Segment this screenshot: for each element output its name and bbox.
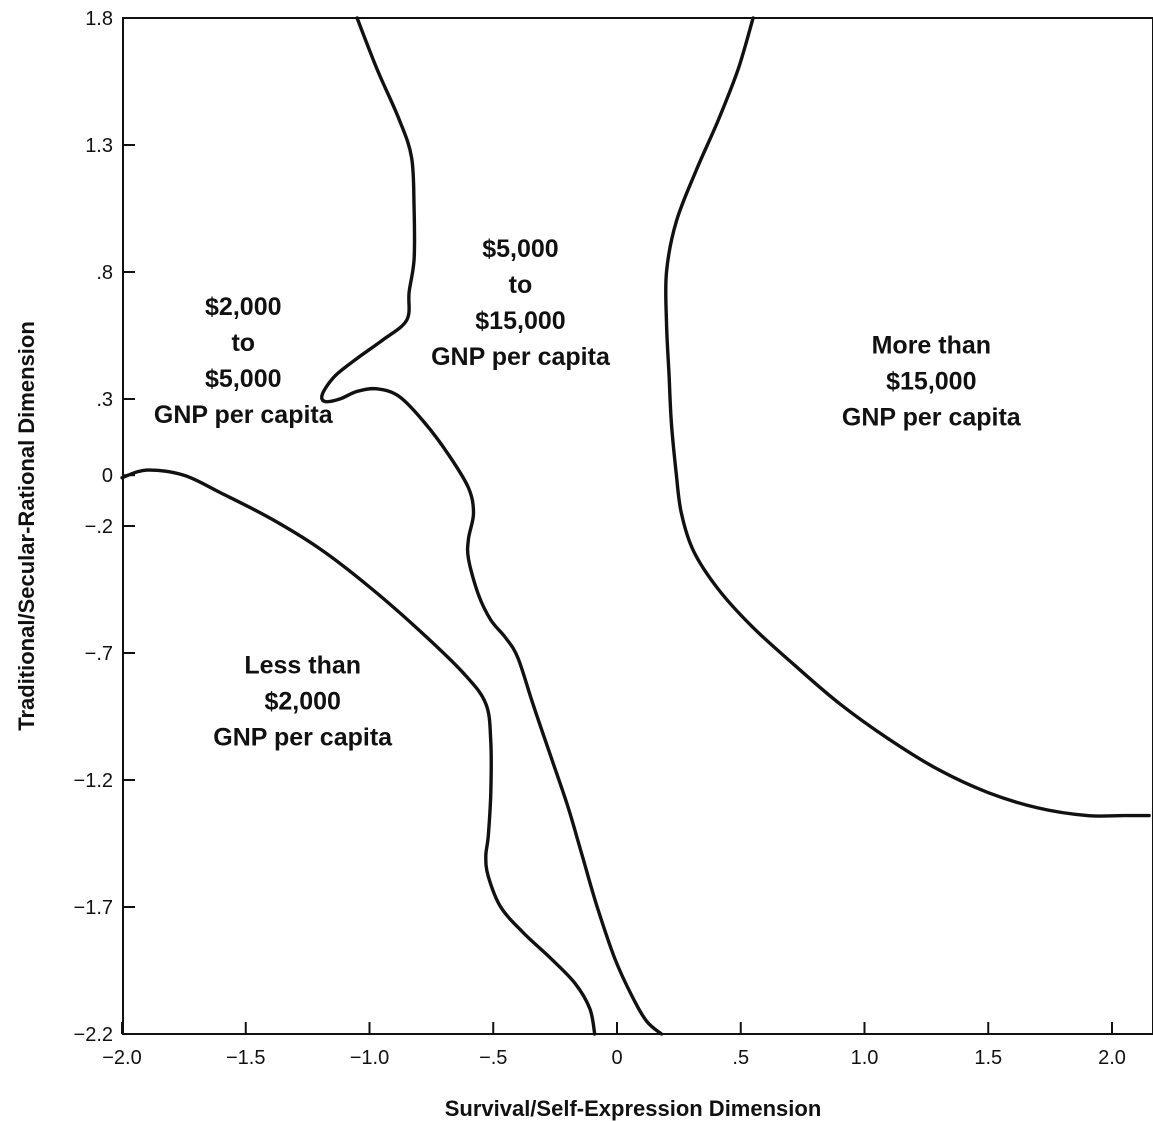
boundary-curves xyxy=(120,16,1151,1036)
y-tick-label: −1.2 xyxy=(74,770,113,792)
region-label-line: GNP per capita xyxy=(213,723,393,751)
x-tick-label: .5 xyxy=(732,1047,749,1069)
region-label-line: to xyxy=(509,271,533,299)
region-label-2: $5,000 to $15,000 GNP per capita xyxy=(431,235,611,371)
y-tick-label: 0 xyxy=(102,465,113,487)
x-tick-label: 2.0 xyxy=(1098,1047,1126,1069)
region-label-line: GNP per capita xyxy=(842,403,1022,431)
y-tick-label: 1.8 xyxy=(85,8,113,30)
region-label-line: GNP per capita xyxy=(431,343,611,371)
y-tick-label: −.2 xyxy=(85,516,113,538)
plot-frame xyxy=(122,17,1153,1035)
y-tick-label: 1.3 xyxy=(85,135,113,157)
x-axis: −2.0 −1.5 −1.0 −.5 0 .5 1.0 1.5 2.0 xyxy=(102,1022,1126,1069)
region-label-line: $2,000 xyxy=(205,293,281,321)
boundary-curve-3 xyxy=(663,16,1151,818)
boundary-curve-1 xyxy=(120,468,597,1036)
region-label-line: $5,000 xyxy=(205,365,281,393)
y-tick-label: −2.2 xyxy=(74,1024,113,1046)
region-label-line: $15,000 xyxy=(886,367,976,395)
region-label-1: $2,000 to $5,000 GNP per capita xyxy=(154,293,334,429)
x-tick-label: −1.0 xyxy=(350,1047,389,1069)
y-tick-label: −.7 xyxy=(85,643,113,665)
region-label-line: GNP per capita xyxy=(154,401,334,429)
x-axis-title: Survival/Self-Expression Dimension xyxy=(445,1096,822,1121)
region-label-line: Less than xyxy=(244,651,361,679)
y-axis-title: Traditional/Secular-Rational Dimension xyxy=(14,321,39,731)
x-tick-label: −2.0 xyxy=(102,1047,141,1069)
boundary-curve-2 xyxy=(320,16,664,1036)
region-label-4: Less than $2,000 GNP per capita xyxy=(213,651,393,751)
y-tick-label: −1.7 xyxy=(74,897,113,919)
x-tick-label: 0 xyxy=(611,1047,622,1069)
y-axis: 1.8 1.3 .8 .3 0 −.2 −.7 −1.2 −1.7 −2.2 xyxy=(74,8,135,1046)
region-label-line: to xyxy=(231,329,255,357)
region-label-line: $15,000 xyxy=(475,307,565,335)
x-tick-label: 1.5 xyxy=(974,1047,1002,1069)
y-tick-label: .8 xyxy=(96,262,113,284)
y-tick-label: .3 xyxy=(96,389,113,411)
region-label-line: $2,000 xyxy=(264,687,340,715)
x-tick-label: −.5 xyxy=(479,1047,507,1069)
region-label-line: More than xyxy=(872,331,991,359)
x-tick-label: 1.0 xyxy=(851,1047,879,1069)
region-label-line: $5,000 xyxy=(482,235,558,263)
x-tick-label: −1.5 xyxy=(226,1047,265,1069)
region-label-3: More than $15,000 GNP per capita xyxy=(842,331,1022,431)
region-labels: $2,000 to $5,000 GNP per capita $5,000 to $15,… xyxy=(154,235,1022,752)
